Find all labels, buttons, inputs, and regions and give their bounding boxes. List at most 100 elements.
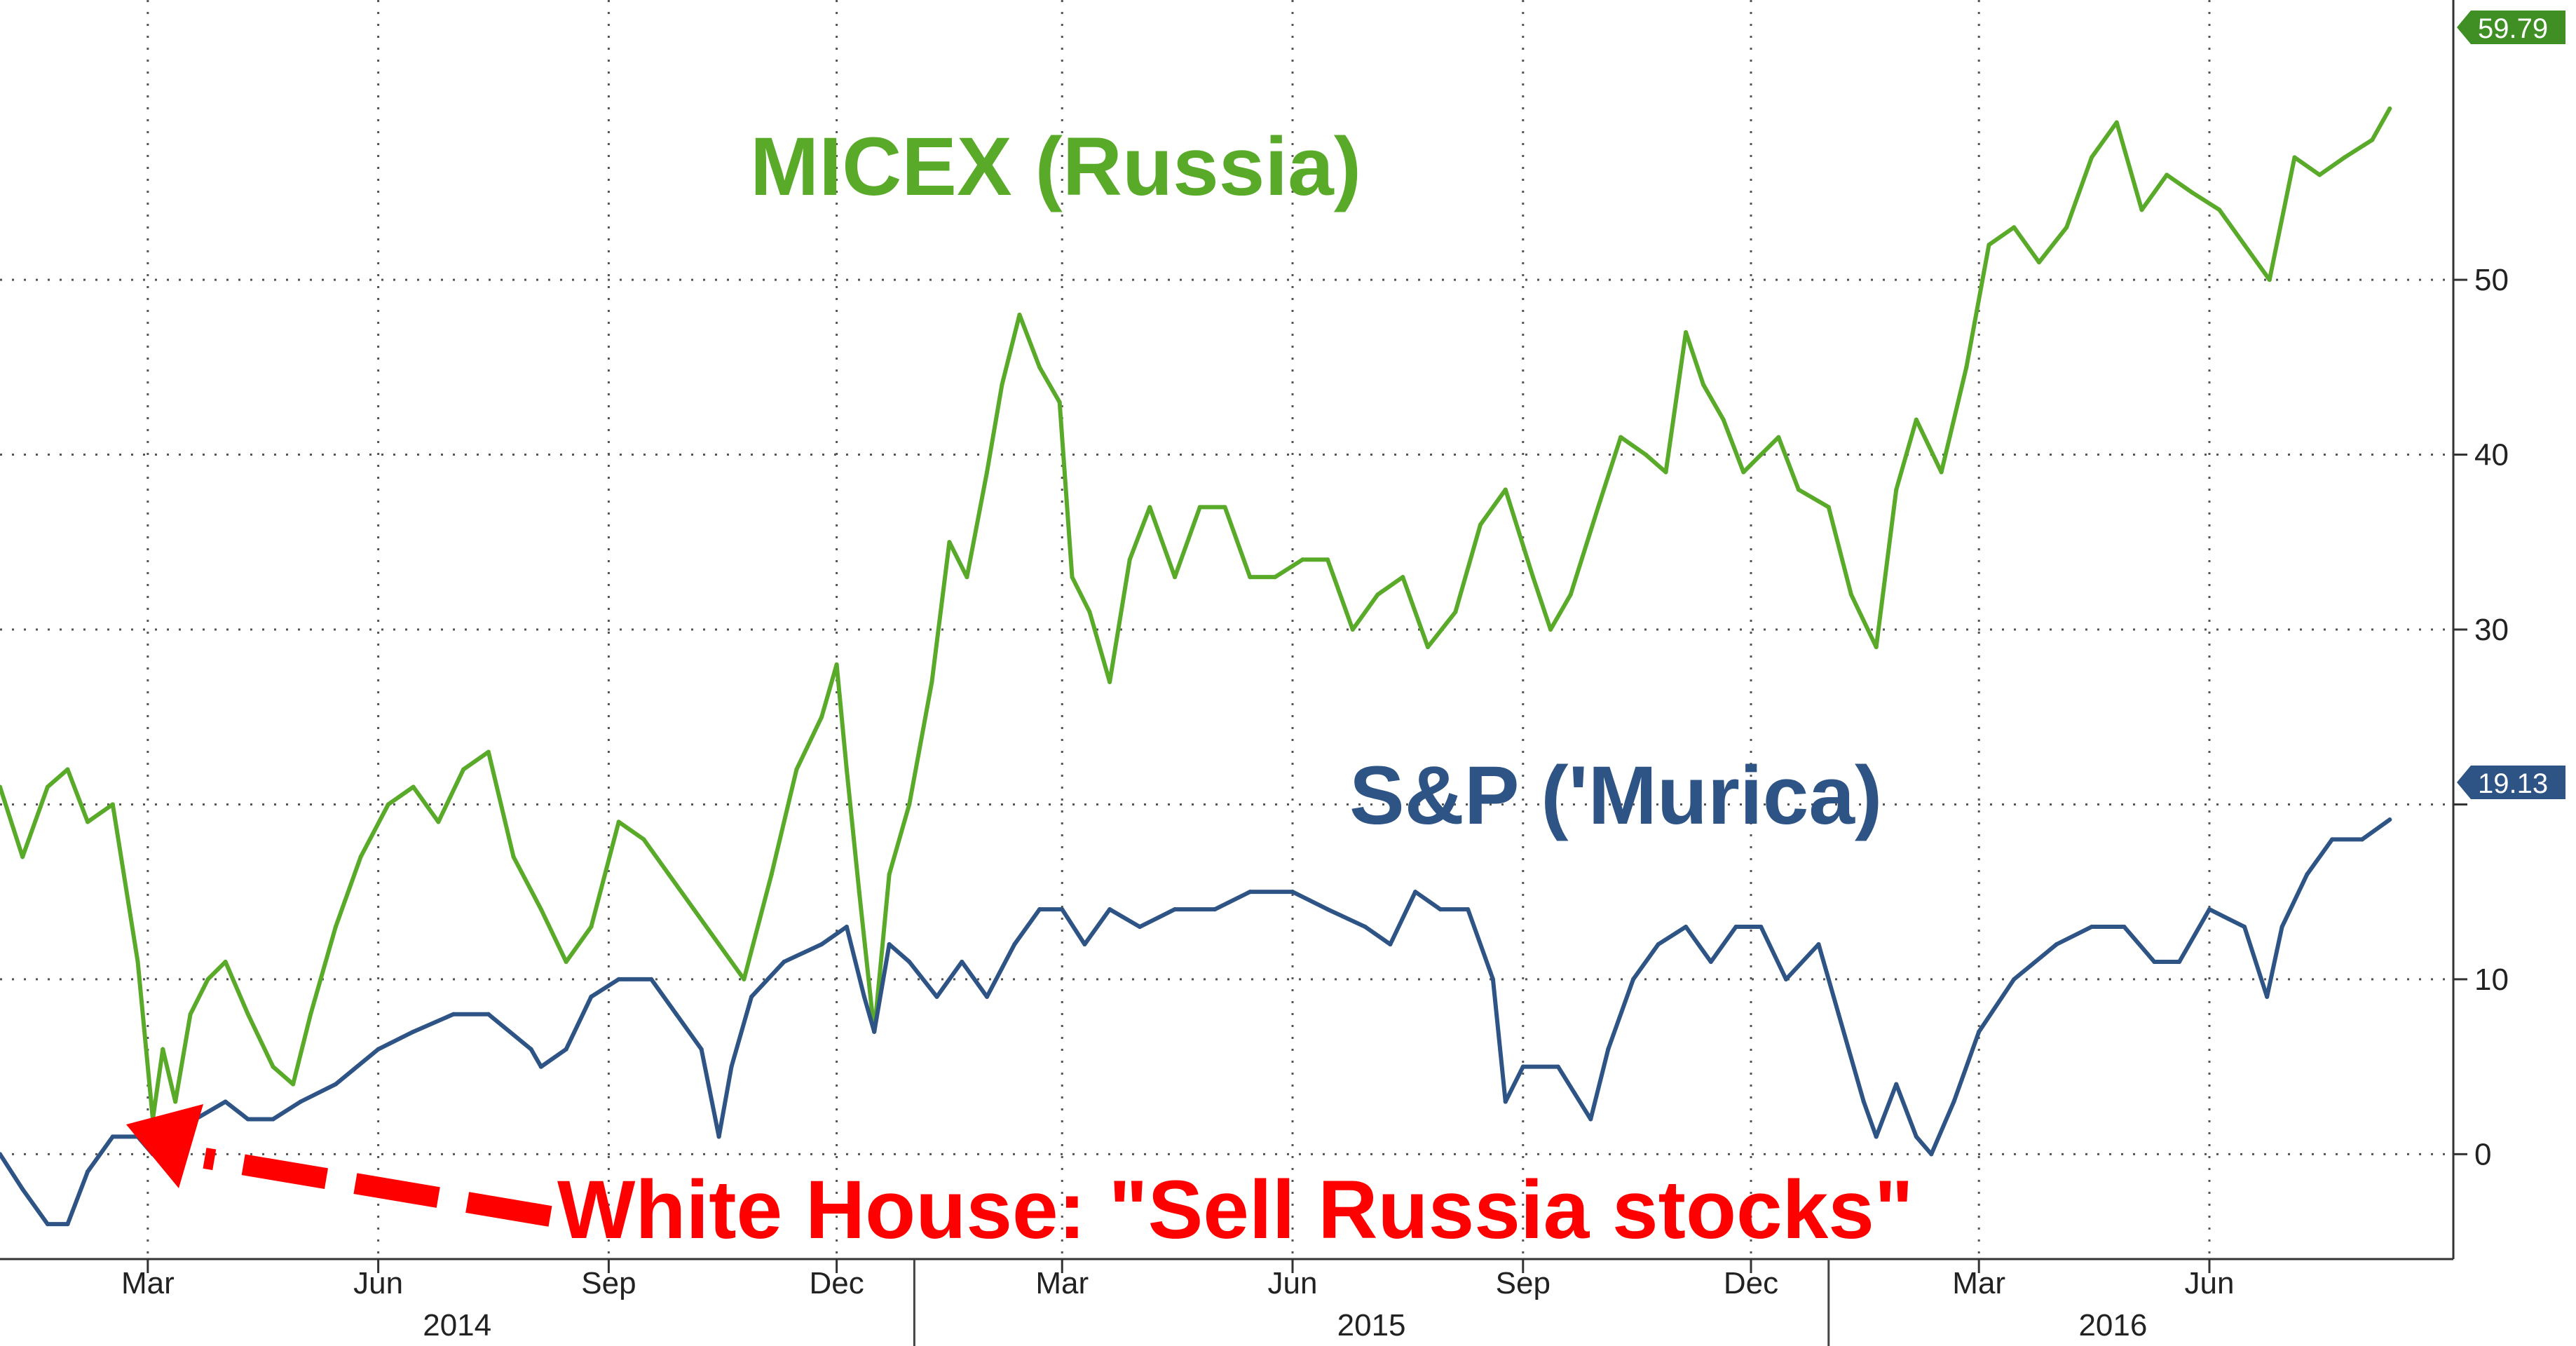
x-tick-label: Dec: [809, 1266, 864, 1300]
micex-line-segment: [907, 679, 934, 807]
sp-line-segment: [1503, 1064, 1525, 1104]
sp-line-segment: [589, 977, 621, 999]
micex-line-segment: [150, 1047, 165, 1122]
micex-line-segment: [716, 942, 747, 981]
sp-line-segment: [872, 942, 892, 1034]
x-axis-ticks: Mar Jun Sep Dec Mar Jun Sep Dec Mar Jun 2014 2015 20…: [121, 1259, 2234, 1346]
micex-line-segment: [1503, 487, 1536, 580]
sp-line-segment: [2122, 925, 2157, 964]
micex-line-segment: [1548, 592, 1573, 632]
x-tick-label: Jun: [353, 1266, 403, 1300]
sell-arrow-head: [126, 1104, 203, 1188]
micex-line-segment: [86, 802, 115, 824]
sp-line-segment: [1894, 1082, 1919, 1139]
micex-line-segment: [1108, 557, 1132, 684]
sp-line-segment: [1977, 977, 2017, 1034]
micex-line-segment: [2267, 155, 2297, 283]
sp-line-segment: [2054, 925, 2094, 946]
micex-line-segment: [616, 820, 646, 842]
micex-line-segment: [1618, 435, 1648, 457]
sp-line-segment: [1684, 925, 1713, 964]
micex-line-segment: [1663, 329, 1689, 475]
sp-line-segment: [1861, 1099, 1879, 1139]
sp-line-segment: [887, 942, 912, 964]
white-house-label: White House: "Sell Russia stocks": [557, 1164, 1914, 1256]
micex-last-value-badge: 59.79: [2457, 11, 2565, 44]
sp-line-segment: [333, 1047, 381, 1087]
micex-line-segment: [2090, 120, 2119, 160]
micex-line-segment: [1874, 487, 1899, 649]
micex-line-segment: [161, 1047, 178, 1104]
sp-line-segment: [699, 1047, 721, 1139]
micex-line-segment: [2139, 172, 2169, 212]
sp-line-segment: [674, 1012, 704, 1052]
micex-line-segment: [1037, 365, 1062, 405]
y-tick-label: 40: [2474, 438, 2509, 473]
micex-line-segment: [1057, 400, 1075, 580]
micex-line-segment: [2012, 225, 2041, 265]
sp-line-segment: [1836, 1012, 1866, 1104]
sp-line-segment: [716, 1064, 734, 1139]
sp-line-segment: [1816, 942, 1841, 1017]
micex-line-segment: [538, 907, 568, 964]
micex-line-segment: [1721, 417, 1746, 475]
x-tick-label: Mar: [121, 1266, 175, 1300]
sp-line-segment: [529, 1047, 543, 1069]
micex-label: MICEX (Russia): [750, 121, 1361, 213]
sell-arrow-shaft: [203, 1148, 552, 1227]
micex-line-segment: [1147, 505, 1178, 580]
micex-line-segment: [1894, 417, 1919, 492]
x-tick-label: Jun: [1268, 1266, 1318, 1300]
micex-line-segment: [947, 540, 969, 580]
sp-line-segment: [1606, 977, 1636, 1052]
y-tick-label: 0: [2474, 1137, 2491, 1171]
y-tick-label: 30: [2474, 613, 2509, 647]
sp-line-segment: [861, 994, 877, 1034]
x-year-label: 2016: [2078, 1308, 2147, 1342]
sp-line-segment: [1213, 890, 1253, 912]
sp-point: [2387, 817, 2392, 822]
micex-line-segment: [691, 907, 721, 946]
micex-line-segment: [1222, 505, 1253, 580]
sp-line-segment: [2012, 942, 2059, 981]
micex-line-segment: [188, 977, 210, 1017]
sp-line-segment: [960, 959, 990, 999]
sp-line-segment: [564, 994, 594, 1052]
sp-line-segment: [1874, 1082, 1899, 1139]
sp-line-segment: [1388, 890, 1418, 946]
micex-line-segment: [205, 959, 228, 981]
sp-line-segment: [1082, 907, 1112, 946]
micex-series: [0, 106, 2392, 1122]
micex-line-segment: [386, 784, 416, 807]
sp-line-segment: [749, 959, 786, 999]
micex-line-segment: [65, 767, 90, 824]
micex-line-segment: [742, 872, 774, 981]
sp-line-segment: [2359, 817, 2392, 842]
micex-line-segment: [0, 784, 25, 859]
sp-line-segment: [1138, 907, 1178, 930]
sp-line-segment: [2305, 837, 2335, 877]
micex-line-segment: [2370, 106, 2392, 142]
micex-line-segment: [358, 802, 390, 859]
micex-line-segment: [45, 767, 70, 789]
micex-line-segment: [110, 802, 140, 964]
sp-line-segment: [1060, 907, 1087, 946]
x-tick-label: Mar: [1035, 1266, 1089, 1300]
x-tick-label: Dec: [1724, 1266, 1778, 1300]
micex-badge-shape: [2457, 11, 2565, 44]
sp-line-segment: [86, 1134, 115, 1174]
micex-line-segment: [1759, 435, 1781, 457]
micex-line-segment: [2292, 155, 2322, 177]
x-year-label: 2014: [423, 1308, 491, 1342]
sp-line-segment: [1759, 925, 1789, 981]
sp-badge-shape: [2457, 766, 2565, 799]
sp-line-segment: [1012, 907, 1042, 946]
micex-line-segment: [985, 382, 1004, 475]
micex-line-segment: [333, 855, 363, 930]
micex-line-segment: [1453, 522, 1483, 615]
micex-line-segment: [291, 1012, 313, 1087]
micex-line-segment: [2217, 208, 2247, 247]
sp-line-segment: [2177, 907, 2212, 964]
micex-line-segment: [1939, 365, 1969, 475]
